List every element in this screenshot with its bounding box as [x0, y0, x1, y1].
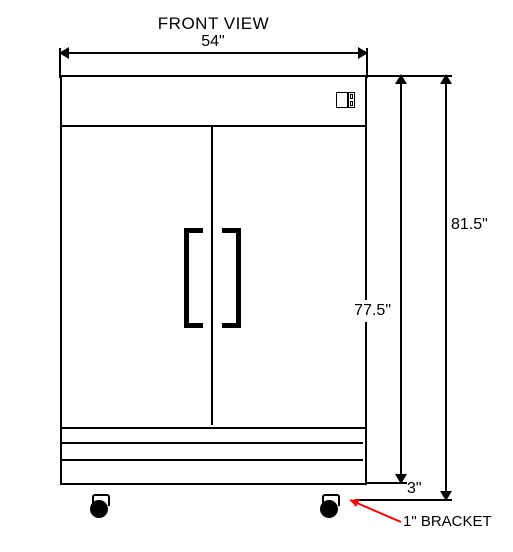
dim-height-outer-arrow	[445, 75, 447, 500]
grill-line-2	[62, 459, 363, 461]
control-panel	[336, 92, 348, 108]
handle-left	[184, 228, 203, 328]
dim-height-inner-label: 77.5"	[354, 300, 391, 322]
dim-caster-label: 3"	[407, 480, 422, 498]
dim-height-inner-arrow	[400, 75, 402, 483]
control-panel-2	[348, 92, 355, 108]
dim-width-label: 54"	[188, 33, 238, 51]
caster-left	[86, 494, 112, 518]
caster-right	[316, 494, 342, 518]
door-divider	[211, 127, 213, 425]
fridge-grill	[60, 427, 367, 485]
fridge-doors	[60, 125, 367, 429]
dim-height-outer-label: 81.5"	[451, 216, 488, 234]
dim-bracket-label: 1" BRACKET	[403, 513, 492, 530]
dim-height-inner-ext-bottom	[367, 482, 407, 484]
dim-height-outer-ext-top	[400, 75, 452, 77]
fridge-top-band	[60, 75, 367, 127]
page-title: FRONT VIEW	[60, 14, 367, 34]
handle-right	[222, 228, 241, 328]
dim-width-ext-left	[59, 48, 61, 78]
dim-width-arrow	[60, 52, 367, 54]
dim-width-ext-right	[366, 48, 368, 78]
dim-height-outer-ext-bottom	[355, 499, 452, 501]
grill-line-1	[62, 442, 363, 444]
